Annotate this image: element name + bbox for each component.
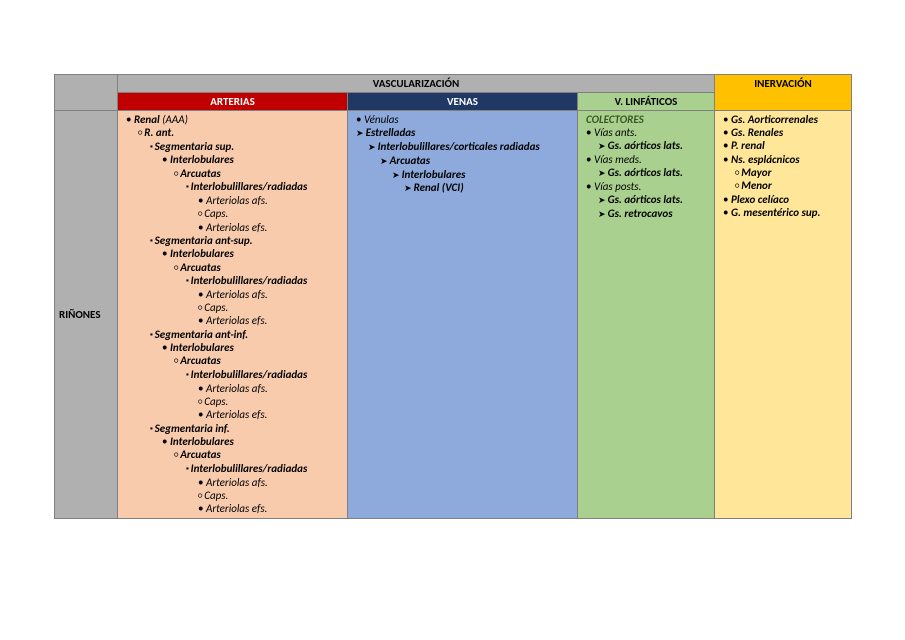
linf-cell: COLECTORES Vías ants.Gs. aórticos lats.V… (578, 111, 715, 519)
header-row-1: VASCULARIZACIÓN INERVACIÓN (55, 75, 852, 93)
list-item: Caps. (122, 489, 343, 503)
list-item: Caps. (122, 207, 343, 221)
row-label: RIÑONES (55, 111, 118, 519)
list-item: Arcuatas (352, 154, 573, 168)
list-item: Segmentaria inf. (122, 422, 343, 436)
list-item: Segmentaria ant-inf. (122, 328, 343, 342)
list-item: Vías meds. (582, 153, 710, 166)
list-item: Arteriolas efs. (122, 502, 343, 515)
list-item: Arteriolas afs. (122, 288, 343, 301)
list-item: Renal (VCI) (352, 181, 573, 195)
list-item: Ns. esplácnicos (719, 153, 847, 166)
list-item: Interlobulillares/radiadas (122, 368, 343, 382)
data-row: RIÑONES Renal (AAA)R. ant.Segmentaria su… (55, 111, 852, 519)
venas-list: VénulasEstrelladasInterlobulillares/cort… (352, 113, 573, 195)
list-item: Interlobulares (122, 247, 343, 260)
list-item: Plexo celíaco (719, 193, 847, 206)
list-item: Estrelladas (352, 126, 573, 140)
linf-title: COLECTORES (582, 113, 710, 126)
list-item: Interlobulares (352, 168, 573, 182)
list-item: Interlobulillares/radiadas (122, 180, 343, 194)
inerv-header: INERVACIÓN (715, 75, 852, 111)
list-item: Arteriolas efs. (122, 408, 343, 421)
arterias-header: ARTERIAS (118, 93, 348, 111)
inerv-list: Gs. AorticorrenalesGs. RenalesP. renalNs… (719, 113, 847, 219)
list-item: Gs. Renales (719, 126, 847, 139)
list-item: Arteriolas afs. (122, 382, 343, 395)
list-item: Gs. aórticos lats. (582, 139, 710, 153)
list-item: Interlobulillares/corticales radiadas (352, 140, 573, 154)
list-item: Vías ants. (582, 126, 710, 139)
inerv-cell: Gs. AorticorrenalesGs. RenalesP. renalNs… (715, 111, 852, 519)
list-item: Segmentaria sup. (122, 140, 343, 154)
list-item: Interlobulares (122, 153, 343, 166)
list-item: G. mesentérico sup. (719, 206, 847, 219)
venas-header: VENAS (348, 93, 578, 111)
list-item: Interlobulares (122, 341, 343, 354)
list-item: Renal (AAA) (122, 113, 343, 126)
list-item: Caps. (122, 301, 343, 315)
list-item: Gs. Aorticorrenales (719, 113, 847, 126)
list-item: Interlobulillares/radiadas (122, 274, 343, 288)
list-item: Gs. retrocavos (582, 207, 710, 221)
list-item: P. renal (719, 139, 847, 152)
list-item: Arcuatas (122, 261, 343, 275)
list-item: Mayor (719, 166, 847, 180)
linf-list: Vías ants.Gs. aórticos lats.Vías meds.Gs… (582, 126, 710, 221)
venas-cell: VénulasEstrelladasInterlobulillares/cort… (348, 111, 578, 519)
list-item: Arteriolas afs. (122, 194, 343, 207)
vasc-header: VASCULARIZACIÓN (118, 75, 715, 93)
linf-header: V. LINFÁTICOS (578, 93, 715, 111)
list-item: Arteriolas afs. (122, 476, 343, 489)
list-item: Caps. (122, 395, 343, 409)
arterias-list: Renal (AAA)R. ant.Segmentaria sup.Interl… (122, 113, 343, 516)
list-item: Interlobulares (122, 435, 343, 448)
list-item: Menor (719, 179, 847, 193)
list-item: Gs. aórticos lats. (582, 166, 710, 180)
list-item: R. ant. (122, 126, 343, 140)
list-item: Gs. aórticos lats. (582, 193, 710, 207)
list-item: Arteriolas efs. (122, 221, 343, 234)
list-item: Segmentaria ant-sup. (122, 234, 343, 248)
corner-cell (55, 75, 118, 111)
main-table: VASCULARIZACIÓN INERVACIÓN ARTERIAS VENA… (54, 74, 852, 519)
list-item: Arcuatas (122, 354, 343, 368)
arterias-cell: Renal (AAA)R. ant.Segmentaria sup.Interl… (118, 111, 348, 519)
list-item: Arcuatas (122, 448, 343, 462)
list-item: Vías posts. (582, 180, 710, 193)
list-item: Arteriolas efs. (122, 314, 343, 327)
list-item: Vénulas (352, 113, 573, 126)
list-item: Interlobulillares/radiadas (122, 462, 343, 476)
list-item: Arcuatas (122, 167, 343, 181)
